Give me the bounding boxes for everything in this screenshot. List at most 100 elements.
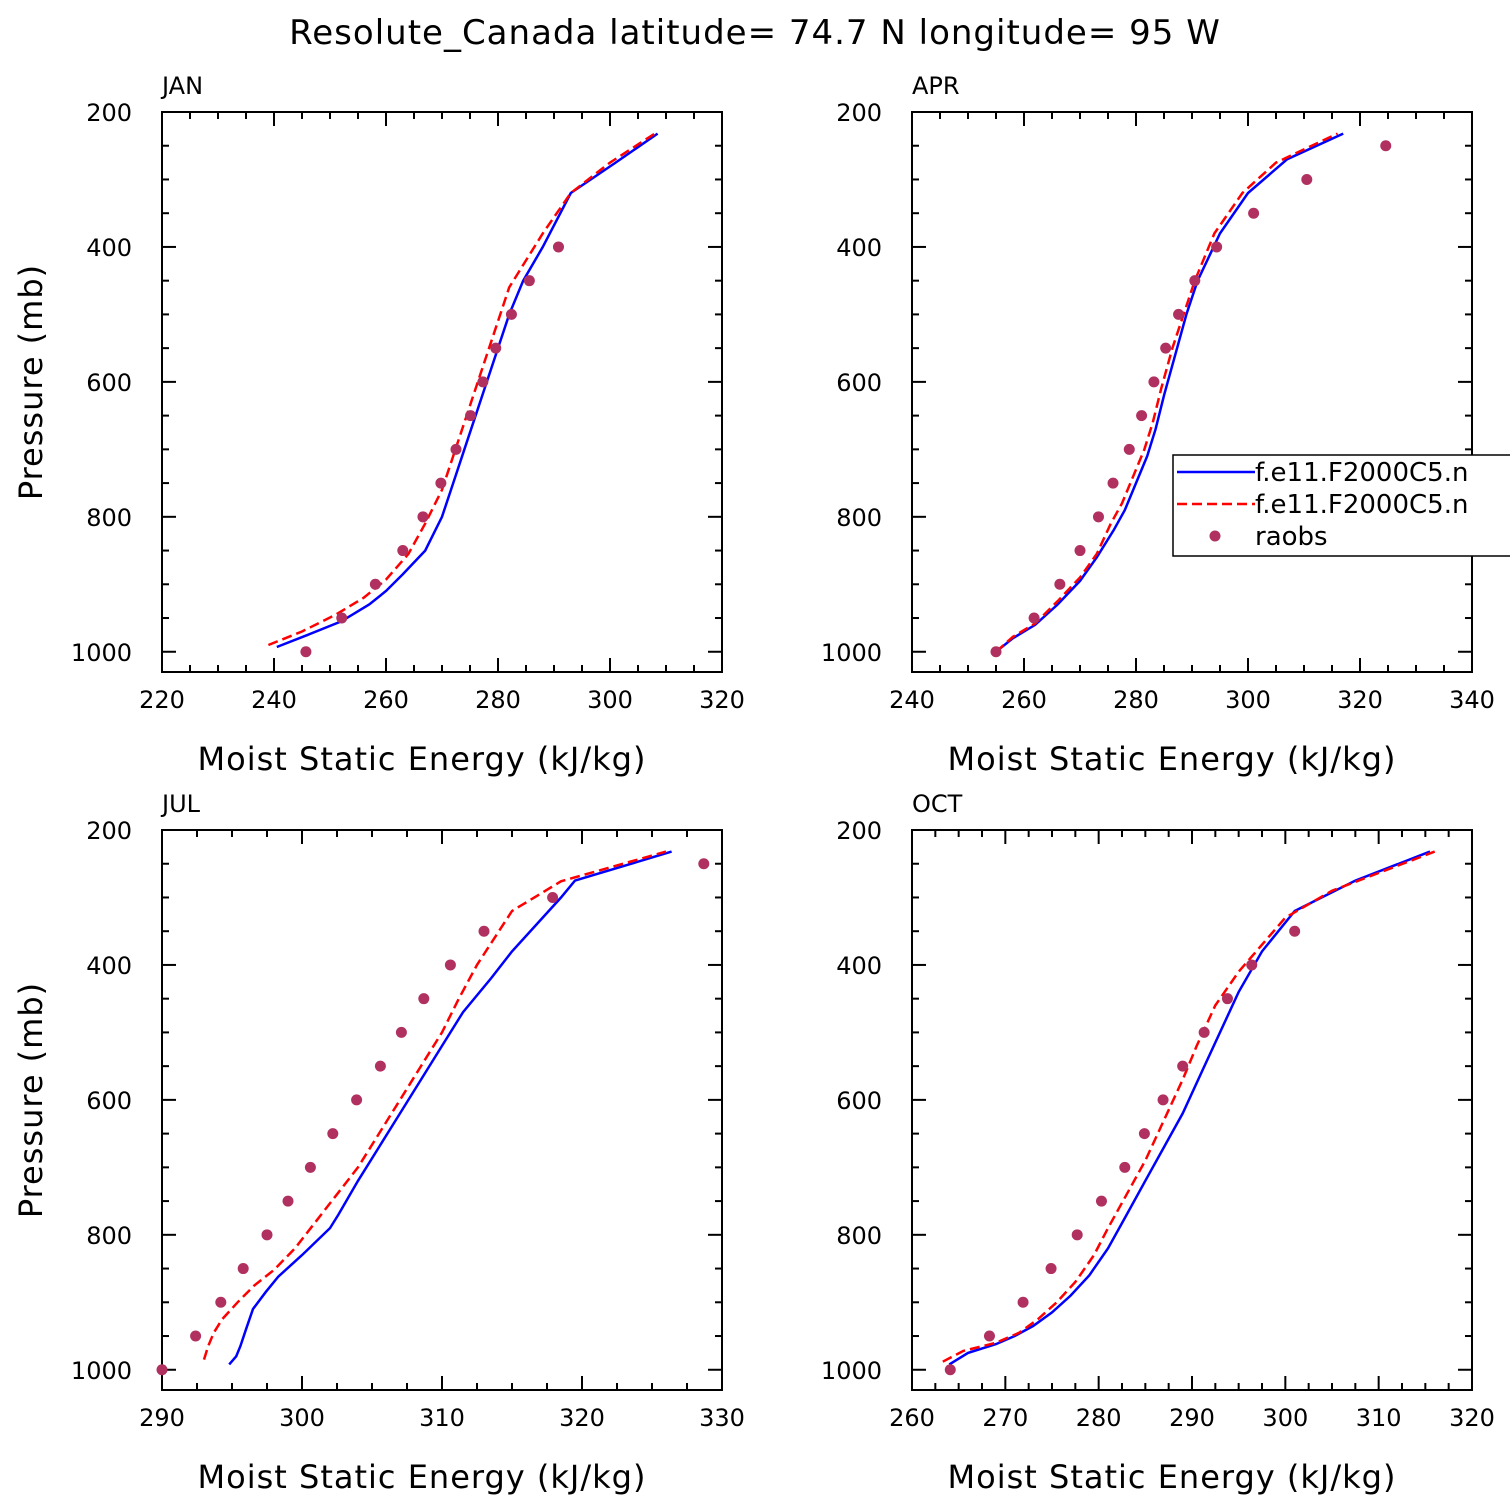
series-line-solid: [228, 850, 672, 1366]
legend-label: raobs: [1255, 522, 1328, 552]
panel-label-oct: OCT: [912, 790, 963, 818]
raobs-point: [1017, 1296, 1029, 1308]
raobs-point: [1173, 308, 1185, 320]
y-tick-label: 600: [836, 1087, 882, 1115]
y-tick-label: 200: [86, 817, 132, 845]
x-tick-label: 310: [419, 1404, 465, 1432]
raobs-point: [300, 646, 312, 658]
raobs-point: [237, 1263, 249, 1275]
raobs-point: [336, 612, 348, 624]
raobs-point: [397, 545, 409, 557]
y-axis-label: Pressure (mb): [12, 982, 50, 1218]
y-tick-label: 1000: [821, 1357, 882, 1385]
x-tick-label: 260: [363, 686, 409, 714]
raobs-point: [1160, 342, 1172, 354]
x-tick-label: 300: [279, 1404, 325, 1432]
x-axis-label: Moist Static Energy (kJ/kg): [948, 1458, 1397, 1496]
x-tick-label: 290: [1169, 1404, 1215, 1432]
y-tick-label: 1000: [821, 639, 882, 667]
raobs-point: [1071, 1229, 1083, 1241]
figure-title: Resolute_Canada latitude= 74.7 N longitu…: [289, 13, 1221, 53]
panel-label-jan: JAN: [160, 72, 203, 100]
y-tick-label: 400: [836, 952, 882, 980]
series-line-solid: [995, 132, 1344, 653]
series-line-dashed: [942, 850, 1436, 1363]
x-tick-label: 310: [1356, 1404, 1402, 1432]
y-tick-label: 200: [86, 99, 132, 127]
panels: JAN 220 240 260 280 300 320 200 400 600 800 1000 Moi…: [12, 72, 1495, 1496]
x-tick-label: 270: [982, 1404, 1028, 1432]
raobs-point: [374, 1060, 386, 1072]
x-tick-label: 240: [889, 686, 935, 714]
y-tick-label: 200: [836, 817, 882, 845]
y-tick-label: 1000: [71, 639, 132, 667]
x-tick-label: 290: [139, 1404, 185, 1432]
y-tick-label: 800: [86, 504, 132, 532]
y-tick-label: 800: [86, 1222, 132, 1250]
x-tick-label: 300: [1262, 1404, 1308, 1432]
x-tick-label: 240: [251, 686, 297, 714]
panel-apr: APR 240 260 280 300 320 340 200 400 600 800 1000 Moi…: [821, 72, 1495, 778]
raobs-point: [1092, 511, 1104, 523]
raobs-point: [1095, 1195, 1107, 1207]
raobs-point: [1119, 1161, 1131, 1173]
plot-frame-apr: [911, 111, 1473, 673]
raobs-point: [1138, 1128, 1150, 1140]
raobs-point: [1123, 443, 1135, 455]
raobs-point: [1177, 1060, 1189, 1072]
raobs-point: [465, 410, 477, 422]
panel-label-jul: JUL: [160, 790, 201, 818]
panel-jul: JUL 290 300 310 320 330 200 400 600 800 1000 Moist …: [12, 790, 745, 1496]
raobs-point: [1301, 173, 1313, 185]
raobs-point: [983, 1330, 995, 1342]
raobs-point: [327, 1128, 339, 1140]
y-tick-label: 800: [836, 504, 882, 532]
raobs-point: [505, 308, 517, 320]
raobs-point: [1289, 925, 1301, 937]
y-tick-label: 200: [836, 99, 882, 127]
series-line-dashed: [202, 850, 667, 1360]
x-tick-label: 280: [475, 686, 521, 714]
raobs-point: [1189, 275, 1201, 287]
plot-frame-jul: [161, 829, 723, 1391]
raobs-point: [444, 959, 456, 971]
y-tick-label: 600: [86, 1087, 132, 1115]
raobs-point: [1054, 578, 1066, 590]
raobs-point: [944, 1364, 956, 1376]
x-axis-label: Moist Static Energy (kJ/kg): [198, 740, 647, 778]
y-tick-label: 400: [86, 952, 132, 980]
raobs-point: [156, 1364, 168, 1376]
y-tick-label: 400: [86, 234, 132, 262]
plot-frame-oct: [911, 829, 1473, 1391]
y-tick-label: 600: [86, 369, 132, 397]
y-tick-label: 1000: [71, 1357, 132, 1385]
raobs-point: [552, 241, 564, 253]
raobs-point: [1248, 207, 1260, 219]
raobs-point: [1107, 477, 1119, 489]
x-axis-label: Moist Static Energy (kJ/kg): [198, 1458, 647, 1496]
x-tick-label: 260: [889, 1404, 935, 1432]
raobs-point: [261, 1229, 273, 1241]
raobs-point: [1198, 1026, 1210, 1038]
plot-area-jan: [267, 132, 659, 658]
raobs-point: [1246, 959, 1258, 971]
raobs-point: [435, 477, 447, 489]
x-tick-label: 340: [1449, 686, 1495, 714]
legend-marker: [1209, 530, 1221, 542]
raobs-point: [1380, 140, 1392, 152]
x-tick-label: 280: [1113, 686, 1159, 714]
plot-area-oct: [942, 850, 1436, 1376]
panel-label-apr: APR: [912, 72, 960, 100]
raobs-point: [450, 443, 462, 455]
raobs-point: [477, 376, 489, 388]
y-tick-label: 400: [836, 234, 882, 262]
plot-area-jul: [156, 850, 710, 1376]
x-tick-label: 330: [699, 1404, 745, 1432]
raobs-point: [1157, 1094, 1169, 1106]
raobs-point: [304, 1161, 316, 1173]
plot-frame-jan: [161, 111, 723, 673]
y-tick-label: 600: [836, 369, 882, 397]
raobs-point: [215, 1296, 227, 1308]
raobs-point: [1211, 241, 1223, 253]
raobs-point: [1045, 1263, 1057, 1275]
